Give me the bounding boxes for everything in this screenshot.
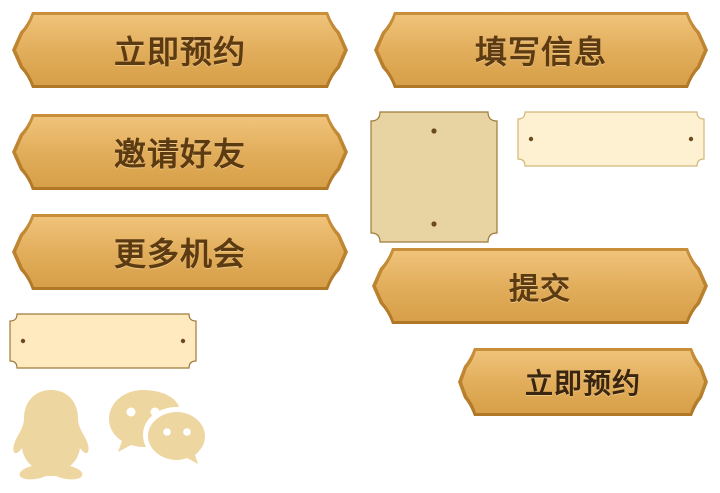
wechat-icon[interactable] xyxy=(107,388,207,470)
plaque-frame xyxy=(458,348,708,416)
more-chances-button[interactable]: 更多机会 xyxy=(10,212,350,292)
plaque-frame xyxy=(12,214,348,290)
plaque-frame xyxy=(372,248,708,324)
submit-button[interactable]: 提交 xyxy=(370,246,710,326)
input-frame xyxy=(370,111,498,243)
invite-friends-label: 邀请好友 xyxy=(113,135,246,173)
book-now-label: 立即预约 xyxy=(113,33,246,71)
book-now-small-button[interactable]: 立即预约 xyxy=(456,346,710,418)
book-now-button[interactable]: 立即预约 xyxy=(10,10,350,90)
plaque-frame xyxy=(374,12,708,88)
plaque-frame xyxy=(12,12,348,88)
fill-info-label: 填写信息 xyxy=(474,33,607,71)
text-input-field[interactable] xyxy=(517,111,705,167)
tall-input-box[interactable] xyxy=(370,111,498,243)
qq-penguin-icon[interactable] xyxy=(10,388,92,484)
fill-info-button[interactable]: 填写信息 xyxy=(372,10,710,90)
text-input-field-alt[interactable] xyxy=(9,313,197,369)
book-now-small-label: 立即预约 xyxy=(524,367,641,400)
plaque-frame xyxy=(12,114,348,190)
more-chances-label: 更多机会 xyxy=(113,235,246,273)
submit-label: 提交 xyxy=(509,272,571,307)
input-frame xyxy=(517,111,705,167)
input-frame xyxy=(9,313,197,369)
invite-friends-button[interactable]: 邀请好友 xyxy=(10,112,350,192)
